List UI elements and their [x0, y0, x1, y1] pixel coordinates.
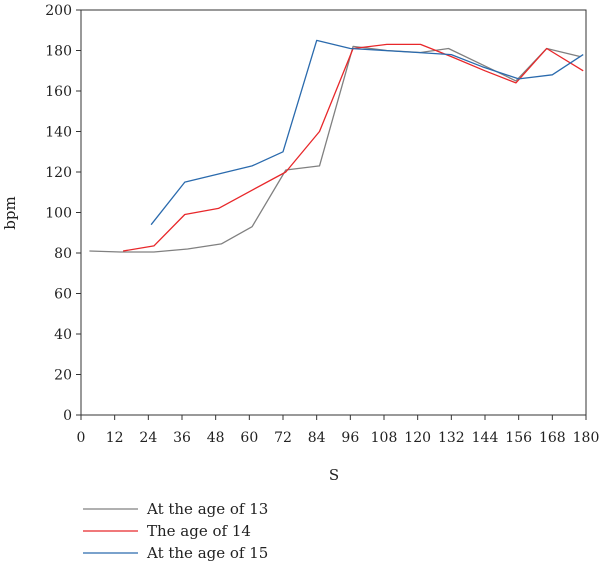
- plot-area-border: [80, 9, 587, 416]
- y-tick-label: 80: [54, 246, 72, 262]
- y-axis-label: bpm: [1, 196, 19, 229]
- y-tick-label: 180: [45, 44, 72, 60]
- plot-frame: [80, 9, 587, 416]
- y-axis: 0 20 40 60 80 100 120 140 160 180 200: [45, 3, 81, 424]
- x-tick-label: 108: [371, 430, 398, 446]
- y-tick-label: 140: [45, 125, 72, 141]
- y-tick-label: 60: [54, 287, 72, 303]
- x-tick-label: 60: [240, 430, 258, 446]
- x-tick-label: 48: [207, 430, 225, 446]
- series-layer: [89, 39, 584, 253]
- y-tick-label: 120: [45, 165, 72, 181]
- y-tick-label: 20: [54, 368, 72, 384]
- x-tick-label: 0: [77, 430, 86, 446]
- x-tick-label: 12: [106, 430, 124, 446]
- y-tick-label: 200: [45, 3, 72, 19]
- legend-label-1: At the age of 13: [146, 500, 268, 518]
- x-tick-label: 96: [341, 430, 359, 446]
- x-tick-label: 72: [274, 430, 292, 446]
- y-tick-label: 40: [54, 327, 72, 343]
- legend-label-2: The age of 14: [147, 522, 251, 540]
- x-axis: 0 12 24 36 48 60 72 84 96 108 120 132 144 156 168 180: [77, 415, 600, 446]
- x-tick-label: 120: [404, 430, 431, 446]
- y-tick-label: 100: [45, 206, 72, 222]
- series-line-1: [89, 45, 581, 253]
- x-tick-label: 132: [438, 430, 465, 446]
- series-line-3: [150, 39, 584, 226]
- x-tick-label: 156: [505, 430, 532, 446]
- x-tick-label: 168: [539, 430, 566, 446]
- x-tick-label: 36: [173, 430, 191, 446]
- x-tick-label: 24: [139, 430, 157, 446]
- x-tick-label: 180: [573, 430, 600, 446]
- y-tick-label: 160: [45, 84, 72, 100]
- x-tick-label: 144: [472, 430, 499, 446]
- legend-label-3: At the age of 15: [146, 544, 268, 562]
- legend: At the age of 13 The age of 14 At the age …: [83, 500, 268, 562]
- x-axis-label: S: [329, 466, 339, 484]
- y-tick-label: 0: [63, 408, 72, 424]
- x-tick-label: 84: [308, 430, 326, 446]
- series-line-2: [122, 43, 584, 252]
